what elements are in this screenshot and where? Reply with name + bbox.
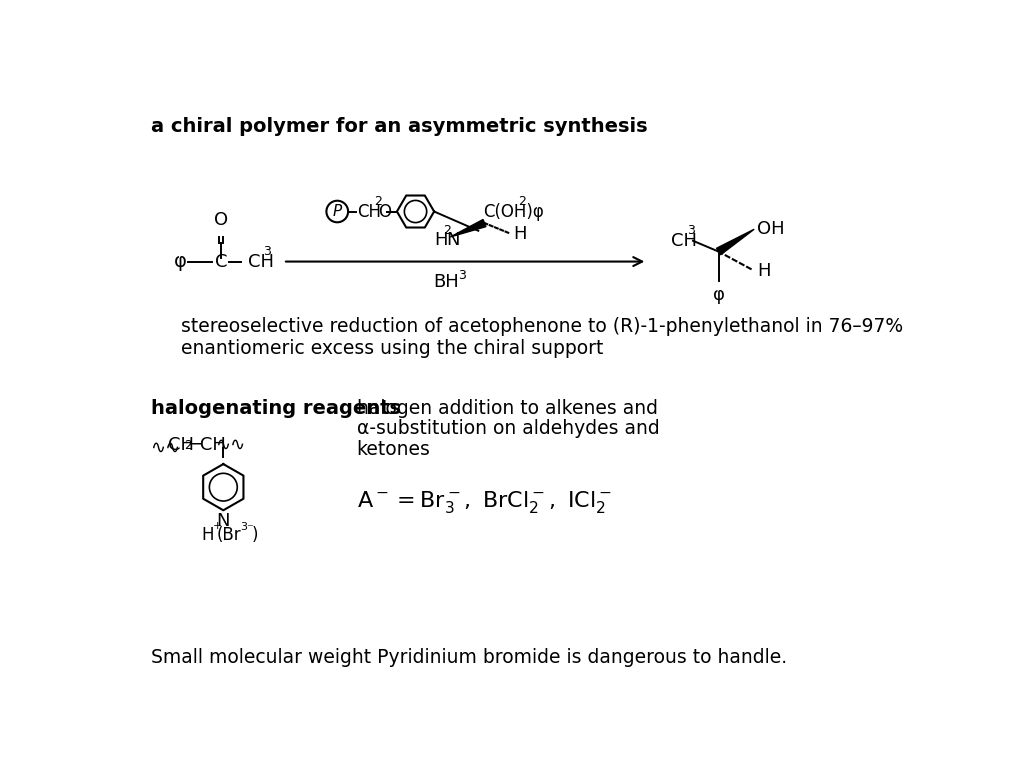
Text: stereoselective reduction of acetophenone to (R)-1-phenylethanol in 76–97%: stereoselective reduction of acetophenon…	[180, 317, 903, 336]
Text: ∿∿: ∿∿	[150, 439, 180, 457]
Text: 2: 2	[442, 224, 451, 237]
Text: N: N	[446, 231, 460, 249]
Text: H: H	[758, 262, 771, 280]
Text: α-substitution on aldehydes and: α-substitution on aldehydes and	[356, 419, 659, 439]
Text: O: O	[378, 203, 391, 220]
Text: ): )	[252, 525, 258, 544]
Text: enantiomeric excess using the chiral support: enantiomeric excess using the chiral sup…	[180, 339, 603, 358]
Text: BH: BH	[433, 273, 459, 291]
Text: ⁻: ⁻	[246, 521, 253, 535]
Text: (Br: (Br	[217, 525, 242, 544]
Text: C(OH)φ: C(OH)φ	[483, 204, 544, 221]
Text: H: H	[434, 231, 447, 249]
Text: H: H	[513, 225, 526, 243]
Text: CH: CH	[671, 232, 696, 250]
Text: 2: 2	[518, 194, 525, 207]
Text: ─CH: ─CH	[189, 435, 226, 454]
Text: 2: 2	[374, 194, 382, 207]
Text: +: +	[212, 521, 222, 531]
Text: 3: 3	[687, 224, 695, 237]
Text: N: N	[216, 511, 230, 530]
Text: ∿∿: ∿∿	[215, 435, 245, 454]
Text: Small molecular weight Pyridinium bromide is dangerous to handle.: Small molecular weight Pyridinium bromid…	[152, 648, 787, 667]
Text: φ: φ	[713, 286, 725, 304]
Text: 3: 3	[263, 245, 270, 258]
Text: φ: φ	[174, 252, 187, 271]
Text: halogen addition to alkenes and: halogen addition to alkenes and	[356, 399, 657, 418]
Text: $\mathrm{A^- = Br_3^-,\ BrCl_2^-,\ ICl_2^-}$: $\mathrm{A^- = Br_3^-,\ BrCl_2^-,\ ICl_2…	[356, 488, 611, 515]
Text: O: O	[214, 211, 228, 229]
Text: 3: 3	[458, 270, 466, 283]
Text: CH: CH	[248, 253, 274, 270]
Text: a chiral polymer for an asymmetric synthesis: a chiral polymer for an asymmetric synth…	[152, 117, 648, 136]
Text: H: H	[202, 525, 214, 544]
Text: ketones: ketones	[356, 440, 430, 459]
Text: CH: CH	[168, 435, 195, 454]
Text: OH: OH	[758, 220, 785, 238]
Text: halogenating reagents: halogenating reagents	[152, 399, 401, 418]
Polygon shape	[717, 229, 755, 255]
Text: P: P	[333, 204, 342, 219]
Text: CH: CH	[357, 203, 381, 220]
Text: C: C	[215, 253, 227, 270]
Text: 3: 3	[241, 521, 248, 531]
Text: 2: 2	[183, 439, 191, 452]
Polygon shape	[451, 220, 486, 237]
